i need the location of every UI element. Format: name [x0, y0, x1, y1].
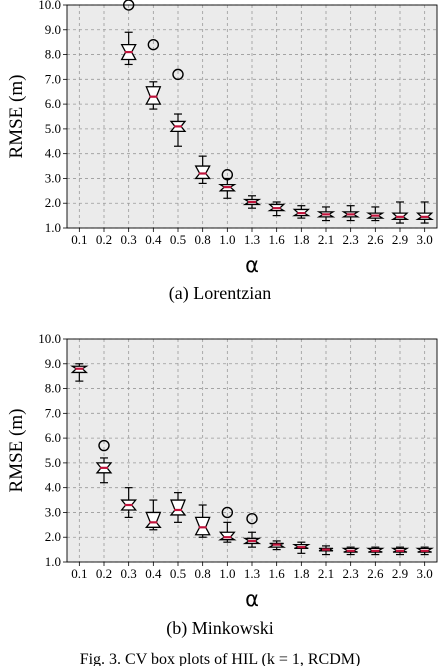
x-tick-label: 0.4	[145, 566, 162, 581]
box-2-3	[341, 205, 360, 222]
x-tick-label: 0.2	[96, 232, 112, 247]
y-tick-label: 1.0	[45, 220, 61, 235]
x-tick-label: 0.5	[170, 232, 186, 247]
x-tick-label: 2.9	[392, 232, 408, 247]
minkowski-panel: 1.0 2.0 3.0 4.0 5.0 6.0 7.0 8.0 9.0 10.0 0.1 0.2 0.3…	[6, 331, 438, 639]
x-tick-label: 0.2	[96, 566, 112, 581]
box-0-8	[194, 504, 211, 538]
outlier-point	[221, 169, 234, 181]
x-axis-label: α	[245, 253, 259, 277]
y-tick-label: 9.0	[45, 356, 61, 371]
x-tick-label: 0.1	[71, 232, 87, 247]
box-1-0	[218, 169, 237, 199]
box-1-6	[267, 201, 286, 217]
y-tick-label: 10.0	[38, 0, 61, 12]
box-0-4	[145, 38, 162, 110]
y-tick-label: 4.0	[45, 146, 61, 161]
plot-area	[67, 5, 437, 228]
box-2-3	[341, 546, 360, 556]
outlier-point	[147, 38, 160, 51]
box-3-0	[415, 201, 434, 224]
y-tick-label: 5.0	[45, 121, 61, 136]
y-tick-label: 7.0	[45, 71, 61, 86]
box-2-9	[390, 201, 410, 224]
x-tick-label: 0.1	[71, 566, 87, 581]
y-tick-label: 5.0	[45, 455, 61, 470]
lorentzian-panel: 1.0 2.0 3.0 4.0 5.0 6.0 7.0 8.0 9.0 10.0 0.1 0.2 0.3…	[6, 0, 438, 304]
box-1-3	[242, 195, 262, 209]
x-tick-label: 3.0	[417, 232, 433, 247]
box-2-1	[316, 206, 336, 222]
box-0-1	[70, 363, 89, 382]
y-tick-label: 2.0	[45, 529, 61, 544]
box-2-9	[390, 546, 410, 556]
y-tick-label: 8.0	[45, 47, 61, 62]
plot-frame	[66, 338, 438, 563]
outlier-point	[246, 512, 258, 525]
box-2-6	[366, 206, 385, 222]
y-tick-label: 6.0	[45, 430, 61, 445]
box-0-3	[120, 487, 138, 519]
x-tick-label: 2.3	[343, 566, 359, 581]
x-axis-label: α	[245, 587, 259, 611]
box-0-5	[169, 68, 187, 147]
x-tick-label: 1.3	[244, 566, 260, 581]
box-3-0	[415, 546, 434, 556]
y-tick-label: 2.0	[45, 195, 61, 210]
box-0-2	[95, 439, 113, 484]
outlier-point	[221, 506, 234, 519]
box-0-3	[120, 0, 137, 66]
box-1-0	[218, 506, 237, 543]
box-0-8	[194, 155, 212, 184]
y-tick-label: 3.0	[45, 170, 61, 185]
outlier-point	[122, 0, 135, 11]
x-tick-label: 2.3	[343, 232, 359, 247]
y-tick-label: 7.0	[45, 405, 61, 420]
x-tick-label: 0.3	[121, 566, 137, 581]
outlier-point	[172, 68, 184, 81]
y-tick-label: 4.0	[45, 480, 61, 495]
y-tick-label: 8.0	[45, 381, 61, 396]
x-tick-label: 3.0	[417, 566, 433, 581]
box-1-8	[292, 205, 311, 219]
panel-caption: (a) Lorentzian	[169, 283, 271, 304]
x-tick-label: 1.6	[269, 566, 286, 581]
plot-frame	[66, 4, 438, 229]
y-tick-label: 9.0	[45, 22, 61, 37]
x-tick-label: 2.6	[367, 566, 384, 581]
y-tick-label: 1.0	[45, 554, 61, 569]
box-2-6	[366, 546, 385, 556]
box-0-5	[169, 492, 187, 523]
plot-area	[67, 339, 437, 562]
x-tick-label: 0.8	[195, 232, 211, 247]
y-tick-label: 10.0	[38, 331, 61, 346]
x-tick-label: 2.1	[318, 566, 334, 581]
y-tick-label: 6.0	[45, 96, 61, 111]
x-tick-label: 1.0	[219, 566, 235, 581]
outlier-point	[98, 439, 110, 452]
y-axis-label: RMSE (m)	[6, 409, 27, 493]
x-tick-label: 2.9	[392, 566, 408, 581]
box-0-4	[144, 499, 162, 531]
x-tick-label: 2.6	[367, 232, 384, 247]
panel-caption: (b) Minkowski	[166, 618, 274, 639]
box-1-6	[267, 540, 286, 551]
box-2-1	[318, 545, 334, 556]
x-tick-label: 2.1	[318, 232, 334, 247]
x-tick-label: 1.8	[293, 232, 309, 247]
y-axis-label: RMSE (m)	[6, 75, 27, 159]
figure-footer: Fig. 3. CV box plots of HIL (k = 1, RCDM…	[80, 651, 361, 666]
box-1-8	[292, 541, 311, 554]
x-tick-label: 1.3	[244, 232, 260, 247]
x-tick-label: 0.4	[145, 232, 162, 247]
x-tick-label: 0.5	[170, 566, 186, 581]
x-tick-label: 1.8	[293, 566, 309, 581]
box-1-3	[242, 512, 262, 548]
x-tick-label: 0.3	[121, 232, 137, 247]
x-tick-label: 0.8	[195, 566, 211, 581]
y-tick-label: 3.0	[45, 504, 61, 519]
x-tick-label: 1.0	[219, 232, 235, 247]
x-tick-label: 1.6	[269, 232, 286, 247]
